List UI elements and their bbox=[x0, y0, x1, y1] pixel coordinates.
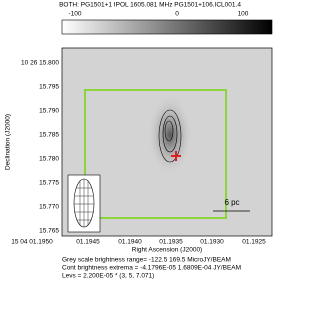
x-tick-label: 01.1945 bbox=[76, 239, 100, 246]
contours bbox=[158, 109, 182, 163]
colorbar bbox=[61, 19, 273, 35]
x-tick-label: 01.1940 bbox=[118, 239, 142, 246]
beam-hatch bbox=[74, 179, 94, 227]
title: BOTH: PG1501+1 IPOL 1605.081 MHz PG1501+… bbox=[59, 2, 241, 9]
colorbar-label: 100 bbox=[238, 11, 249, 18]
footer-line: Grey scale brightness range= -122.5 169.… bbox=[62, 257, 231, 264]
footer-line: Levs = 2.200E-05 * (3, 5, 7.071) bbox=[62, 273, 154, 280]
y-tick-label: 10 26 15.800 bbox=[21, 60, 59, 67]
y-tick-label: 15.790 bbox=[39, 108, 59, 115]
marker bbox=[171, 151, 181, 161]
y-tick-label: 15.775 bbox=[39, 180, 59, 187]
y-axis-label: Declination (J2000) bbox=[5, 114, 12, 170]
x-tick-label: 01.1930 bbox=[200, 239, 224, 246]
x-tick-label: 01.1925 bbox=[242, 239, 266, 246]
y-tick-label: 15.770 bbox=[39, 204, 59, 211]
x-axis-label: Right Ascension (J2000) bbox=[132, 247, 202, 254]
x-tick-label: 15 04 01.1950 bbox=[11, 239, 53, 246]
scale-label: 6 pc bbox=[224, 198, 239, 207]
y-tick-label: 15.785 bbox=[39, 132, 59, 139]
region-box bbox=[84, 89, 227, 219]
y-ticks: 10 26 15.800 15.795 15.790 15.785 15.780… bbox=[21, 60, 59, 235]
y-tick-label: 15.765 bbox=[39, 228, 59, 235]
figure: BOTH: PG1501+1 IPOL 1605.081 MHz PG1501+… bbox=[5, 2, 273, 280]
footer-line: Cont brightness extrema = -4.1796E-05 1.… bbox=[62, 265, 241, 272]
colorbar-label: -100 bbox=[68, 11, 81, 18]
x-tick-label: 01.1935 bbox=[159, 239, 183, 246]
x-ticks: 15 04 01.1950 01.1945 01.1940 01.1935 01… bbox=[11, 239, 266, 246]
colorbar-label: 0 bbox=[175, 11, 179, 18]
source bbox=[148, 95, 192, 175]
y-tick-label: 15.795 bbox=[39, 84, 59, 91]
y-tick-label: 15.780 bbox=[39, 156, 59, 163]
